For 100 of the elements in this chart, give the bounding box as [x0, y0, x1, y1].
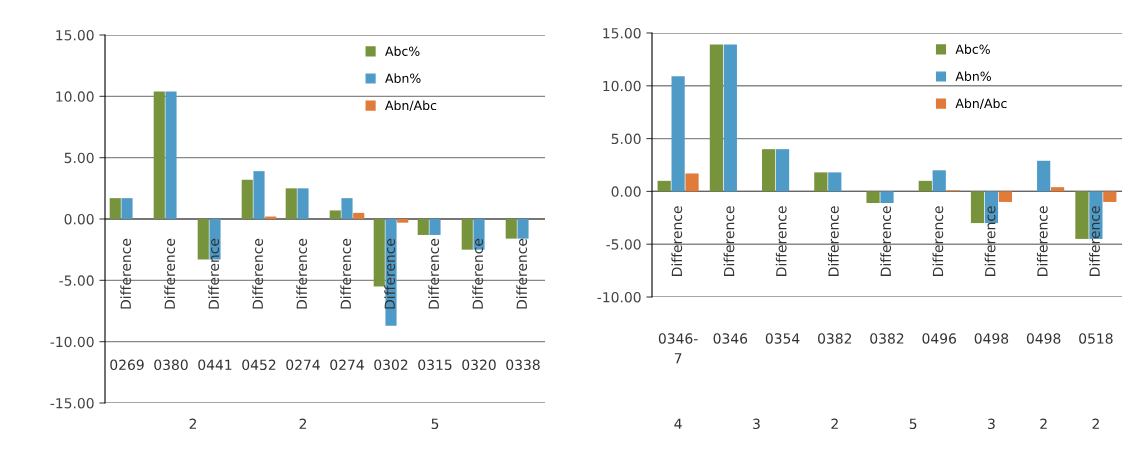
- legend-label: Abn%: [955, 71, 991, 82]
- text: 2: [189, 418, 197, 429]
- x-tick-label: 0498: [1026, 333, 1061, 344]
- text: 2: [1092, 418, 1099, 429]
- bar: [373, 219, 385, 287]
- bar: [998, 191, 1012, 202]
- annotation: Difference: [428, 238, 440, 309]
- annotation: Difference: [1089, 206, 1100, 276]
- bar: [517, 219, 529, 239]
- annotation: Difference: [164, 238, 176, 309]
- x-tick-label: 0452: [242, 359, 276, 371]
- y-tick-label: 15.00: [56, 29, 94, 41]
- legend-label: Abn/Abc: [955, 98, 1007, 110]
- y-tick-label: 10.00: [603, 80, 641, 92]
- x-tick-label: 0380: [154, 359, 188, 371]
- bar: [429, 219, 441, 235]
- y-tick-label: -5.00: [606, 239, 641, 250]
- y-tick-label: 10.00: [56, 91, 94, 102]
- x-tick-label: 0496: [922, 333, 957, 344]
- bar: [397, 219, 409, 223]
- bar: [918, 180, 932, 192]
- y-tick-label: 5.00: [64, 152, 94, 164]
- annotation: Difference: [120, 238, 132, 309]
- y-tick-label: 15.00: [603, 27, 641, 39]
- bar: [932, 170, 946, 192]
- x-tick-label: 0320: [462, 359, 496, 371]
- bar: [1037, 160, 1051, 192]
- bar: [109, 198, 121, 219]
- y-tick-label: -5.00: [59, 275, 94, 286]
- bar: [417, 219, 429, 235]
- bar: [505, 219, 517, 239]
- bar: [297, 188, 309, 219]
- x-tick-label: 0269: [110, 359, 144, 371]
- bar: [165, 91, 177, 219]
- bar: [775, 149, 790, 192]
- y-tick-label: -15.00: [50, 397, 94, 409]
- text: 2: [299, 418, 307, 429]
- annotation: Difference: [472, 238, 484, 309]
- annotation: Difference: [932, 206, 944, 276]
- bar: [1050, 187, 1065, 192]
- annotation: Difference: [296, 238, 308, 309]
- bar: [329, 210, 341, 219]
- bar: [828, 172, 842, 192]
- y-tick-label: 5.00: [611, 133, 641, 145]
- annotation: Difference: [723, 206, 735, 276]
- x-tick-label: 0354: [765, 333, 800, 344]
- bar: [241, 179, 253, 219]
- x-tick-label: 0302: [374, 359, 408, 371]
- annotation: Difference: [671, 206, 683, 276]
- y-tick-label: -10.00: [50, 336, 94, 348]
- x-tick-label: 0498: [974, 333, 1009, 344]
- bar: [341, 198, 353, 219]
- bar: [153, 91, 165, 219]
- y-tick-label: -10.00: [597, 291, 641, 303]
- text: 2: [1040, 418, 1047, 429]
- annotation: Difference: [516, 238, 528, 309]
- x-tick-label: 0315: [418, 359, 452, 371]
- x-tick-label: 0382: [870, 333, 904, 344]
- bar: [461, 219, 473, 250]
- bar: [121, 198, 133, 219]
- bar: [285, 188, 297, 219]
- bar: [353, 212, 365, 219]
- bar: [880, 191, 894, 204]
- bar: [709, 44, 724, 192]
- bar: [866, 191, 880, 204]
- legend-label: Abn/Abc: [385, 100, 437, 112]
- bar: [814, 172, 828, 192]
- annotation: Difference: [775, 206, 787, 276]
- y-tick-label: 0.00: [611, 186, 641, 197]
- x-tick-label: 0338: [506, 359, 540, 371]
- annotation: Difference: [252, 238, 264, 309]
- x-tick-label: 0382: [818, 333, 852, 344]
- annotation: Difference: [880, 206, 892, 276]
- bar: [657, 180, 671, 192]
- annotation: Difference: [208, 238, 220, 309]
- bar: [197, 219, 209, 260]
- legend-label: Abc%: [955, 44, 990, 54]
- annotation: Difference: [828, 206, 839, 276]
- bar: [671, 76, 685, 192]
- text: 5: [431, 418, 439, 430]
- text: 4: [674, 418, 682, 429]
- annotation: Difference: [1036, 206, 1048, 276]
- annotation: Difference: [984, 206, 996, 276]
- x-tick-label: 0518: [1079, 333, 1113, 344]
- bar: [970, 191, 985, 224]
- text: 2: [831, 418, 838, 429]
- annotation: Difference: [340, 238, 352, 309]
- bar: [1075, 191, 1089, 239]
- bar: [1103, 191, 1117, 202]
- x-tick-label: 0441: [198, 359, 232, 371]
- x-tick-label: 0274: [286, 359, 320, 371]
- text: 5: [909, 418, 917, 430]
- bar: [253, 171, 265, 219]
- legend-label: Abc%: [385, 46, 420, 56]
- x-tick-label: 0346: [713, 333, 748, 344]
- y-tick-label: 0.00: [64, 213, 94, 225]
- x-tick-label: 0274: [330, 359, 364, 371]
- bar: [723, 44, 737, 192]
- bar: [762, 149, 776, 192]
- annotation: Difference: [384, 238, 396, 309]
